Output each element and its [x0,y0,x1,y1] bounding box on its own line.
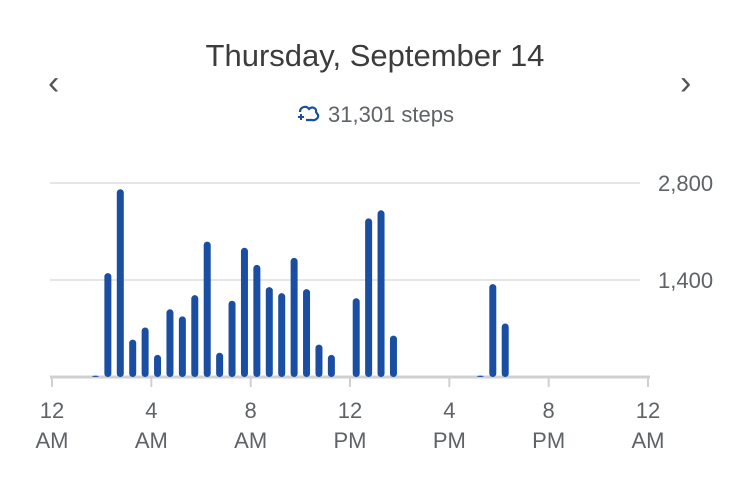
bar [365,218,373,377]
x-tick-label-period: AM [632,428,665,453]
bar [166,309,174,377]
x-tick-label: 4 [443,398,455,423]
x-tick-label: 12 [40,398,64,423]
bar [476,375,484,377]
bar [253,264,261,377]
bar [290,257,298,377]
bar [178,316,186,377]
bar [278,293,286,377]
x-tick-label: 12 [636,398,660,423]
bar [91,375,99,377]
bar [315,344,323,377]
x-tick-label-period: PM [334,428,367,453]
bar [265,287,273,377]
chevron-right-icon[interactable]: › [680,64,692,102]
bar [303,289,311,377]
bar [154,354,162,377]
walking-steps-icon [298,105,320,122]
bar [191,295,199,377]
bar [389,335,397,377]
bar [216,352,224,377]
x-tick-label: 12 [338,398,362,423]
x-tick-label-period: AM [135,428,168,453]
x-tick-label-period: AM [234,428,267,453]
steps-count: 31,301 steps [328,102,454,127]
bar [352,298,360,377]
y-tick-label: 2,800 [658,171,713,196]
x-tick-label-period: AM [36,428,69,453]
page-title: Thursday, September 14 [205,38,545,73]
x-tick-label: 4 [145,398,157,423]
bar [501,323,509,377]
bar [240,247,248,377]
x-tick-label-period: PM [532,428,565,453]
bar [228,300,236,377]
x-tick-label: 8 [245,398,257,423]
bar [141,327,149,377]
bar [489,284,497,377]
steps-summary: 31,301 steps [0,102,750,128]
bar [104,273,112,377]
chevron-left-icon[interactable]: ‹ [48,64,60,102]
y-tick-label: 1,400 [658,268,713,293]
x-tick-label: 8 [543,398,555,423]
bar [116,189,124,377]
bar [327,354,335,377]
x-tick-label-period: PM [433,428,466,453]
bar [377,210,385,377]
bar [203,241,211,377]
bar [129,339,137,377]
